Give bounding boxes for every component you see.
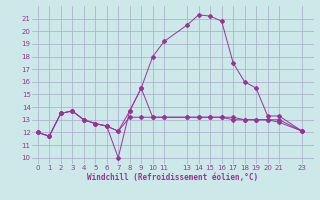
X-axis label: Windchill (Refroidissement éolien,°C): Windchill (Refroidissement éolien,°C) xyxy=(87,173,258,182)
